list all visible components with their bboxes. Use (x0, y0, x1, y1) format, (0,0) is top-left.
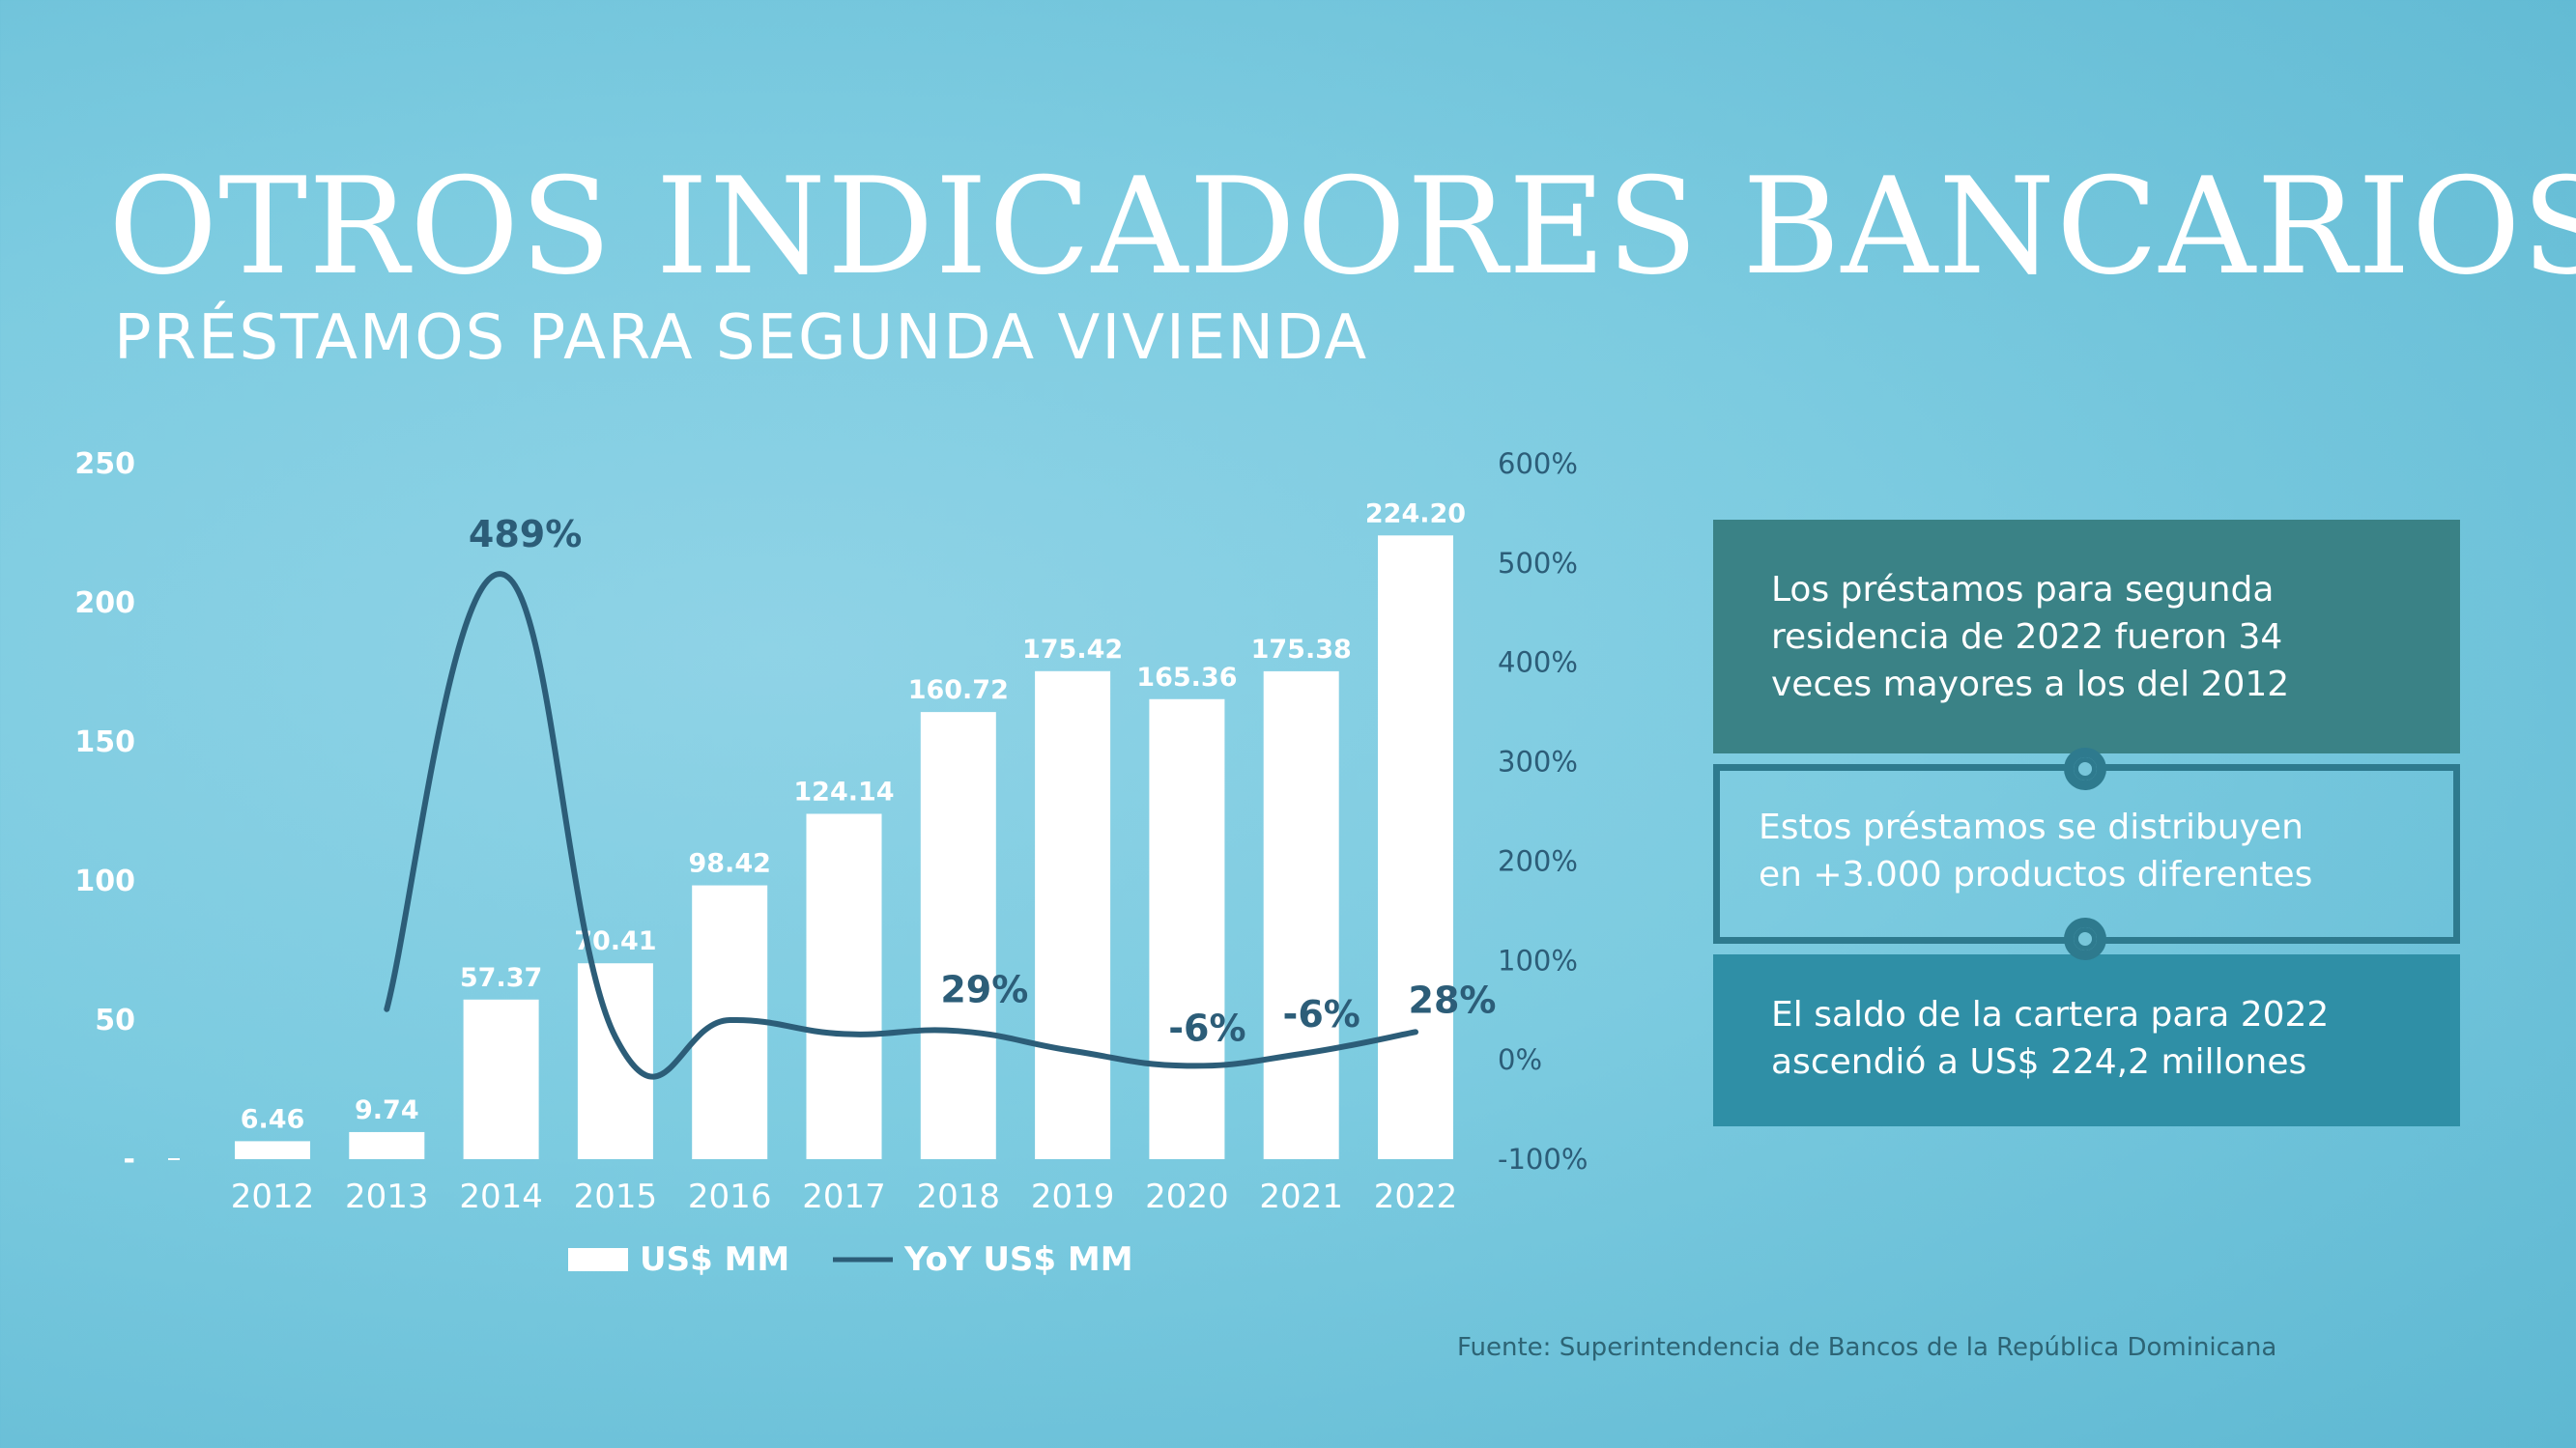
right-axis-tick: 400% (1498, 646, 1578, 679)
page-title: OTROS INDICADORES BANCARIOS (108, 149, 2576, 304)
yoy-point-label: -6% (1283, 993, 1360, 1036)
x-tick-label: 2021 (1259, 1178, 1343, 1216)
yoy-point-label: 28% (1409, 979, 1497, 1021)
yoy-point-label: 489% (469, 513, 582, 555)
bar (1149, 698, 1225, 1159)
x-tick-label: 2012 (231, 1178, 315, 1216)
left-axis-tick: 150 (74, 725, 135, 759)
x-tick-label: 2020 (1145, 1178, 1229, 1216)
bar-value-label: 124.14 (793, 777, 894, 807)
legend-label-line: YoY US$ MM (903, 1240, 1133, 1279)
callout-box-1: Los préstamos para segunda residencia de… (1713, 520, 2460, 753)
legend-label-bars: US$ MM (640, 1240, 789, 1279)
bar (349, 1131, 425, 1159)
bar (463, 999, 539, 1159)
source-note: Fuente: Superintendencia de Bancos de la… (1457, 1333, 2277, 1362)
yoy-point-label: 29% (940, 968, 1028, 1010)
yoy-line (384, 571, 1418, 1080)
right-axis-tick: 100% (1498, 944, 1578, 977)
left-axis-tick: 50 (95, 1004, 135, 1037)
x-tick-label: 2016 (688, 1178, 772, 1216)
yoy-point-label: -6% (1168, 1007, 1245, 1049)
right-axis-tick: 600% (1498, 447, 1578, 480)
legend-swatch-bars (568, 1248, 628, 1271)
page-subtitle: PRÉSTAMOS PARA SEGUNDA VIVIENDA (114, 302, 1369, 374)
bar (806, 813, 882, 1159)
left-axis-tick: 250 (74, 447, 135, 481)
x-tick-label: 2015 (574, 1178, 658, 1216)
bar-value-label: 175.42 (1022, 635, 1123, 665)
right-axis-tick: 300% (1498, 746, 1578, 779)
line-layer: 489% 29% -6% -6% 28% (384, 513, 1497, 1080)
connector-node-1 (2064, 748, 2106, 790)
connector-node-2 (2064, 918, 2106, 960)
bar (1378, 535, 1453, 1159)
bar-value-label: 9.74 (355, 1095, 419, 1125)
left-axis-tick: 200 (74, 586, 135, 620)
bar-value-label: 6.46 (241, 1104, 305, 1134)
x-tick-label: 2019 (1031, 1178, 1115, 1216)
x-tick-label: 2017 (802, 1178, 886, 1216)
x-tick-label: 2013 (345, 1178, 429, 1216)
bar-value-label: 98.42 (688, 849, 770, 879)
right-axis-tick: -100% (1498, 1143, 1588, 1176)
bar-value-label: 57.37 (460, 963, 542, 993)
bar (1263, 670, 1339, 1159)
x-tick-label: 2014 (459, 1178, 543, 1216)
bar (235, 1141, 310, 1159)
right-axis-tick: 0% (1498, 1043, 1542, 1076)
bar-value-label: 175.38 (1251, 635, 1352, 665)
chart-legend: US$ MM YoY US$ MM (568, 1240, 1133, 1279)
x-tick-label: 2018 (917, 1178, 1001, 1216)
left-axis-tick: - (124, 1143, 135, 1177)
bar-value-label: 165.36 (1136, 663, 1237, 693)
callout-box-3: El saldo de la cartera para 2022 ascendi… (1713, 954, 2460, 1126)
right-axis-tick: 500% (1498, 547, 1578, 580)
x-tick-label: 2022 (1374, 1178, 1458, 1216)
x-axis: 2012 2013 2014 2015 2016 2017 2018 2019 2020 2021… (168, 1158, 1458, 1216)
right-axis-tick: 200% (1498, 844, 1578, 877)
left-axis: - 50 100 150 200 250 (74, 447, 135, 1177)
right-axis: -100% 0% 100% 200% 300% 400% 500% 600% (1498, 447, 1588, 1176)
left-axis-tick: 100 (74, 865, 135, 898)
bar (920, 712, 996, 1159)
bar (577, 963, 653, 1159)
bars-layer: 6.46 9.7457.3770.4198.42124.14160.72175.4… (235, 498, 1466, 1159)
bar (1035, 670, 1111, 1159)
bar-value-label: 160.72 (908, 675, 1009, 705)
bar-value-label: 224.20 (1365, 498, 1466, 528)
